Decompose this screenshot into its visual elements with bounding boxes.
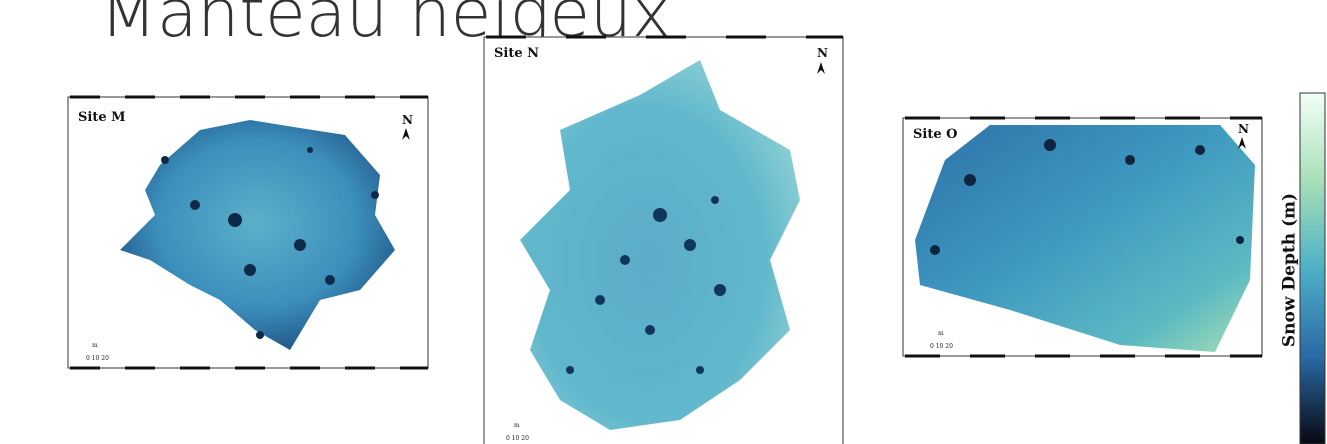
colorbar-label: Snow Depth (m) — [1280, 193, 1300, 347]
map-panel: Site O N m 0 10 20 — [902, 116, 1263, 358]
dark-patches — [161, 147, 379, 339]
north-arrow-icon — [402, 128, 410, 140]
snow-map — [120, 120, 395, 350]
site-label: Site M — [78, 110, 126, 125]
north-arrow: N — [817, 46, 828, 60]
scale-ticks: 0 10 20 — [930, 343, 953, 350]
map-panel: Site M N m 0 10 20 — [67, 95, 429, 370]
map-panel: Site N N m 0 10 20 — [483, 35, 844, 444]
scale-ticks: 0 10 20 — [506, 435, 529, 442]
site-label: Site O — [913, 127, 957, 142]
dark-patches — [930, 139, 1244, 255]
scale-unit: m — [938, 330, 944, 337]
north-arrow-icon — [1238, 137, 1246, 149]
north-arrow: N — [1238, 122, 1249, 136]
north-arrow: N — [402, 113, 413, 127]
colorbar — [1299, 92, 1326, 444]
snow-map — [915, 125, 1255, 352]
north-arrow-icon — [817, 62, 825, 74]
scale-ticks: 0 10 20 — [86, 355, 109, 362]
scale-unit: m — [514, 422, 520, 429]
dark-patches — [566, 196, 726, 374]
snow-map — [520, 60, 800, 430]
scale-unit: m — [92, 342, 98, 349]
site-label: Site N — [494, 46, 539, 61]
